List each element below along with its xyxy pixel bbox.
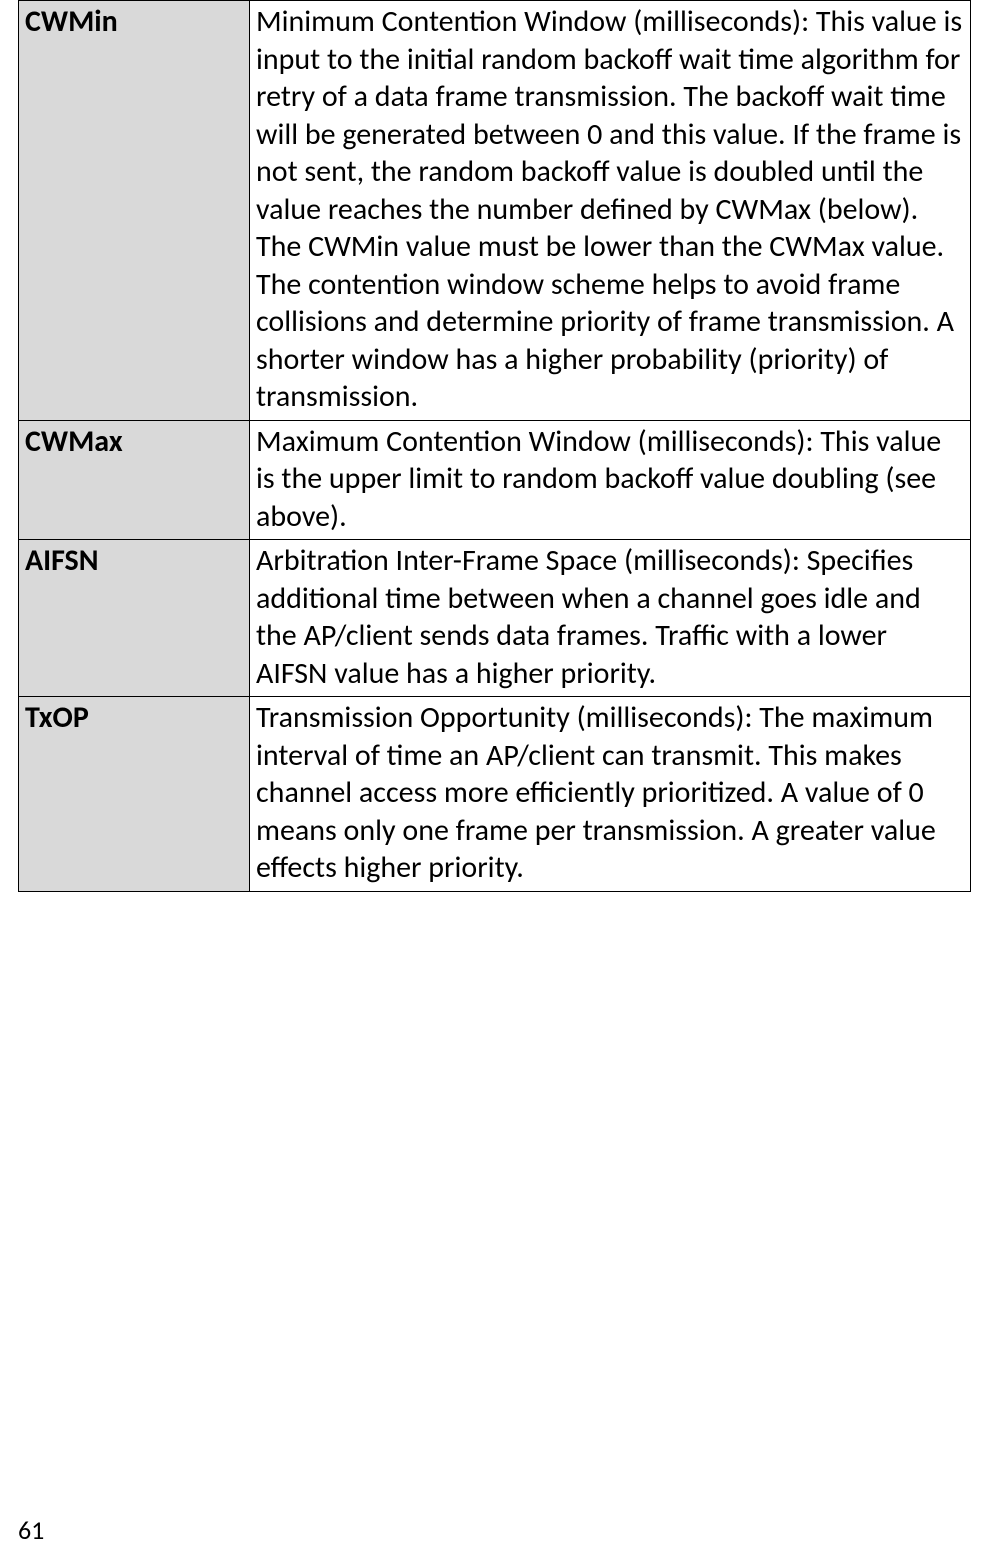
table-row: CWMax Maximum Contention Window (millise… (19, 420, 971, 540)
term-cell: CWMin (19, 1, 250, 421)
page-content: CWMin Minimum Contention Window (millise… (0, 0, 989, 892)
page-number: 61 (18, 1514, 44, 1546)
description-cell: Maximum Contention Window (milliseconds)… (250, 420, 971, 540)
table-row: AIFSN Arbitration Inter-Frame Space (mil… (19, 540, 971, 697)
definition-table-body: CWMin Minimum Contention Window (millise… (19, 1, 971, 892)
definition-table: CWMin Minimum Contention Window (millise… (18, 0, 971, 892)
term-cell: AIFSN (19, 540, 250, 697)
table-row: TxOP Transmission Opportunity (milliseco… (19, 697, 971, 892)
description-cell: Minimum Contention Window (milliseconds)… (250, 1, 971, 421)
table-row: CWMin Minimum Contention Window (millise… (19, 1, 971, 421)
term-cell: TxOP (19, 697, 250, 892)
term-cell: CWMax (19, 420, 250, 540)
description-cell: Transmission Opportunity (milliseconds):… (250, 697, 971, 892)
description-cell: Arbitration Inter-Frame Space (milliseco… (250, 540, 971, 697)
